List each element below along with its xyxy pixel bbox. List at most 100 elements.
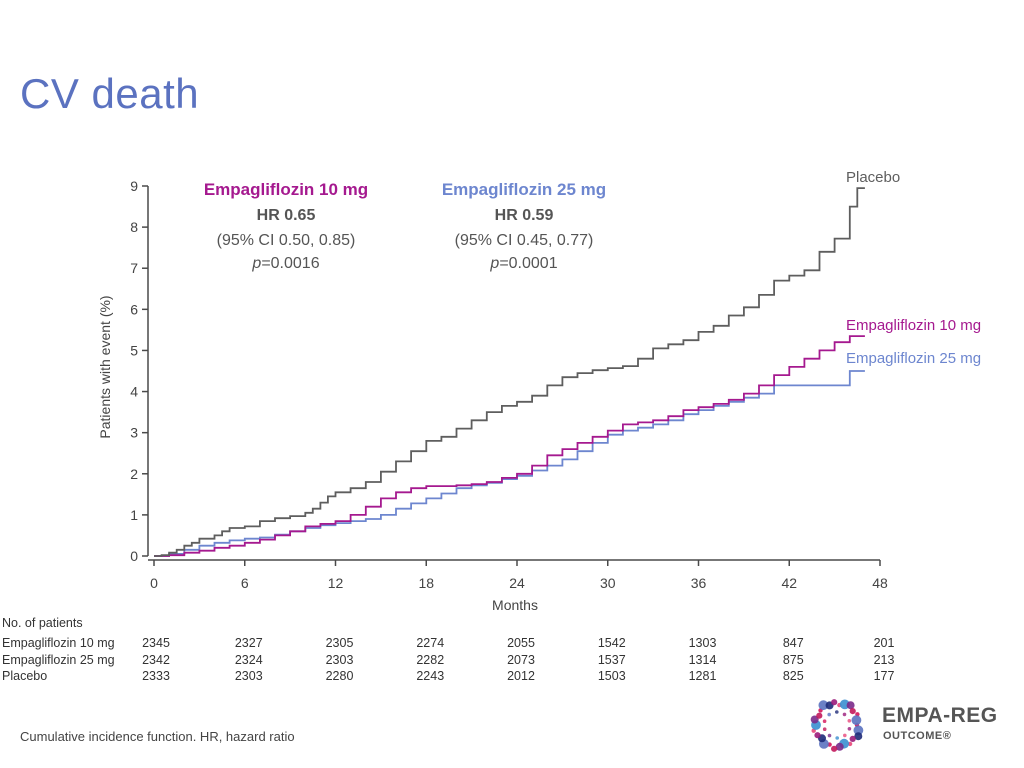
logo-dot (843, 733, 847, 738)
risk-table-cell: 201 (873, 636, 895, 650)
risk-table-cell: 2342 (142, 653, 170, 667)
logo-dot (831, 745, 838, 752)
slide-title: CV death (20, 70, 200, 117)
annotation-hr: HR 0.59 (495, 207, 554, 224)
risk-table-cell: 825 (782, 669, 804, 683)
annotation-p-number: =0.0016 (261, 255, 319, 272)
logo-dot (835, 742, 844, 751)
risk-table-cell: 1537 (597, 653, 626, 667)
end-label-empa25: Empagliflozin 25 mg (846, 350, 981, 367)
annotation-empa25: Empagliflozin 25 mg HR 0.59 (95% CI 0.45, … (442, 180, 606, 272)
annotation-p-number: =0.0001 (499, 255, 557, 272)
logo-dot (849, 708, 856, 715)
risk-table-cell: 2303 (325, 653, 354, 667)
x-tick-label: 30 (600, 575, 616, 591)
risk-table-title: No. of patients (2, 616, 83, 630)
annotation-ci: (95% CI 0.50, 0.85) (217, 232, 356, 249)
risk-table-cell: 177 (873, 669, 895, 683)
chart-annotations: Empagliflozin 10 mg HR 0.65 (95% CI 0.50, … (204, 180, 606, 272)
risk-table-cell: 2305 (325, 636, 354, 650)
risk-table-cell: 2324 (234, 653, 263, 667)
x-tick-label: 48 (872, 575, 888, 591)
logo-dot (849, 735, 856, 742)
y-tick-label: 1 (130, 507, 138, 523)
chart-curves (154, 187, 865, 557)
risk-table-cell: 2327 (234, 636, 263, 650)
y-tick-label: 7 (130, 260, 138, 276)
annotation-name: Empagliflozin 10 mg (204, 180, 368, 199)
annotation-p-value: p=0.0001 (489, 255, 557, 272)
series-empa25-line (154, 370, 865, 557)
logo-dot (846, 701, 855, 710)
logo-dot (810, 715, 819, 724)
y-tick-label: 8 (130, 219, 138, 235)
series-empa10-line (154, 335, 865, 557)
risk-table-row-label: Empagliflozin 10 mg (2, 636, 115, 650)
annotation-p-value: p=0.0016 (251, 255, 319, 272)
logo-dot (851, 715, 862, 726)
risk-table-cell: 1303 (688, 636, 717, 650)
risk-table-cell: 1281 (688, 669, 717, 683)
x-tick-label: 36 (691, 575, 707, 591)
logo-dot (847, 719, 852, 723)
risk-table-cell: 2055 (507, 636, 535, 650)
logo-dot (831, 699, 838, 706)
x-tick-label: 0 (150, 575, 158, 591)
empa-reg-logo: EMPA-REG OUTCOME® (800, 692, 1010, 758)
x-tick-label: 24 (509, 575, 525, 591)
y-tick-label: 4 (130, 384, 138, 400)
risk-table-cell: 847 (782, 636, 804, 650)
annotation-p-prefix: p (489, 255, 499, 272)
risk-table-row-label: Empagliflozin 25 mg (2, 653, 115, 667)
risk-table-cell: 2274 (416, 636, 445, 650)
risk-table-cell: 875 (782, 653, 804, 667)
risk-table: No. of patients Empagliflozin 10 mg 2345 2… (0, 616, 900, 688)
y-tick-label: 6 (130, 301, 138, 317)
annotation-hr: HR 0.65 (257, 207, 316, 224)
risk-table-cell: 2333 (142, 669, 170, 683)
x-tick-label: 42 (781, 575, 797, 591)
logo-mark-icon (810, 699, 864, 752)
y-tick-label: 2 (130, 466, 138, 482)
logo-dot (847, 727, 852, 731)
annotation-p-prefix: p (251, 255, 261, 272)
risk-table-cell: 1542 (597, 636, 626, 650)
x-tick-label: 6 (241, 575, 249, 591)
x-axis-label: Months (492, 597, 538, 613)
x-tick-label: 12 (328, 575, 344, 591)
y-axis-label: Patients with event (%) (97, 295, 113, 438)
logo-dot (835, 710, 839, 714)
logo-subtitle: OUTCOME® (883, 730, 952, 742)
logo-dot (827, 712, 831, 717)
y-tick-label: 3 (130, 425, 138, 441)
risk-table-cell: 213 (873, 653, 895, 667)
x-tick-label: 18 (418, 575, 434, 591)
annotation-ci: (95% CI 0.45, 0.77) (455, 232, 594, 249)
series-placebo-line (154, 187, 865, 557)
logo-dot (814, 732, 821, 739)
footnote: Cumulative incidence function. HR, hazar… (20, 729, 295, 744)
logo-dot (835, 736, 839, 740)
logo-dot (827, 733, 832, 738)
risk-table-cell: 2280 (325, 669, 354, 683)
y-tick-label: 5 (130, 342, 138, 358)
logo-dot (854, 732, 863, 741)
logo-dot (822, 719, 827, 723)
chart-end-labels: Placebo Empagliflozin 10 mg Empagliflozin … (846, 169, 981, 367)
logo-dot (853, 725, 864, 736)
logo-dot (847, 741, 853, 747)
logo-dot (818, 700, 829, 711)
end-label-empa10: Empagliflozin 10 mg (846, 317, 981, 334)
end-label-placebo: Placebo (846, 169, 900, 186)
y-tick-label: 9 (130, 178, 138, 194)
logo-dot (842, 712, 847, 717)
annotation-empa10: Empagliflozin 10 mg HR 0.65 (95% CI 0.50, … (204, 180, 368, 272)
y-tick-label: 0 (130, 548, 138, 564)
annotation-name: Empagliflozin 25 mg (442, 180, 606, 199)
logo-name: EMPA-REG (882, 704, 998, 727)
risk-table-cell: 2243 (416, 669, 445, 683)
risk-table-cell: 2073 (507, 653, 535, 667)
logo-dot (822, 727, 827, 731)
